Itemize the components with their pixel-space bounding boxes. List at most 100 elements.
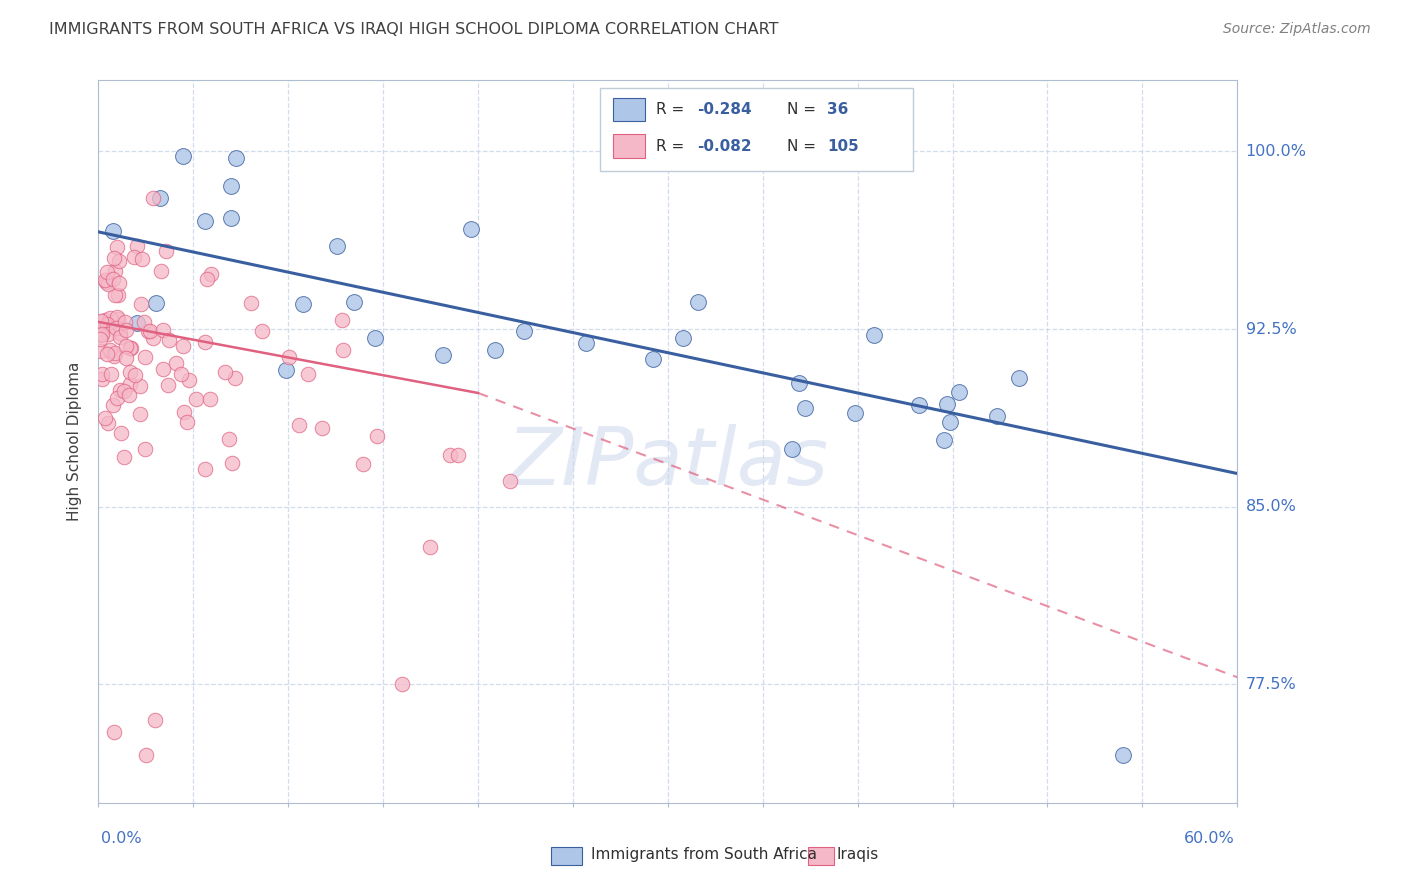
Text: Immigrants from South Africa: Immigrants from South Africa: [591, 847, 817, 862]
Y-axis label: High School Diploma: High School Diploma: [67, 362, 83, 521]
Text: 105: 105: [827, 138, 859, 153]
Point: [94, 273, 117, 287]
Point: [176, 415, 198, 429]
Point: [89, 327, 111, 342]
Point: [863, 328, 886, 343]
Point: [288, 417, 311, 432]
Point: [112, 384, 135, 399]
Point: [155, 244, 177, 259]
Point: [129, 379, 152, 393]
Point: [200, 268, 222, 282]
Point: [484, 343, 506, 357]
Point: [221, 456, 243, 470]
Point: [115, 351, 138, 365]
Point: [125, 239, 148, 253]
Point: [225, 151, 247, 165]
Text: 77.5%: 77.5%: [1246, 677, 1296, 692]
Point: [145, 296, 167, 310]
Point: [103, 724, 125, 739]
Point: [105, 391, 128, 405]
Point: [139, 324, 162, 338]
Point: [948, 384, 970, 399]
Point: [107, 276, 129, 290]
Point: [115, 339, 138, 353]
Point: [96, 265, 118, 279]
Point: [419, 540, 441, 554]
Bar: [613, 135, 645, 158]
Point: [793, 401, 815, 415]
Point: [110, 426, 132, 441]
Point: [311, 421, 333, 435]
Text: ZIPatlas: ZIPatlas: [506, 425, 830, 502]
Point: [152, 361, 174, 376]
Point: [101, 224, 124, 238]
Point: [90, 372, 112, 386]
Point: [935, 397, 957, 411]
Point: [108, 383, 131, 397]
Bar: [808, 847, 834, 865]
Point: [274, 362, 297, 376]
Bar: [613, 98, 645, 121]
Point: [145, 713, 167, 727]
Point: [96, 347, 118, 361]
Point: [118, 376, 141, 391]
Text: -0.082: -0.082: [697, 138, 752, 153]
Point: [1112, 748, 1135, 763]
Text: 60.0%: 60.0%: [1184, 830, 1234, 846]
Point: [142, 191, 165, 205]
Text: N =: N =: [787, 103, 821, 118]
Point: [240, 296, 263, 310]
Point: [172, 149, 194, 163]
Point: [157, 333, 180, 347]
Point: [250, 324, 273, 338]
Point: [218, 432, 240, 446]
Point: [844, 406, 866, 420]
Point: [142, 331, 165, 345]
Point: [100, 367, 122, 381]
Point: [152, 323, 174, 337]
Point: [97, 417, 120, 431]
Text: N =: N =: [787, 138, 821, 153]
Point: [671, 331, 693, 345]
Point: [643, 352, 665, 367]
Point: [110, 329, 132, 343]
Point: [224, 370, 246, 384]
Point: [198, 392, 221, 407]
Point: [90, 344, 112, 359]
Point: [688, 294, 710, 309]
Text: R =: R =: [657, 103, 689, 118]
Point: [107, 287, 129, 301]
Point: [110, 326, 132, 340]
Text: 100.0%: 100.0%: [1246, 144, 1306, 159]
Point: [114, 315, 136, 329]
Point: [115, 322, 138, 336]
Text: Source: ZipAtlas.com: Source: ZipAtlas.com: [1223, 22, 1371, 37]
Point: [98, 310, 121, 325]
Point: [498, 474, 520, 488]
Point: [787, 376, 810, 391]
Point: [103, 251, 125, 265]
Point: [184, 392, 207, 407]
Point: [575, 335, 598, 350]
Point: [104, 320, 127, 334]
Point: [214, 365, 236, 379]
Text: 0.0%: 0.0%: [101, 830, 142, 846]
Text: 85.0%: 85.0%: [1246, 500, 1296, 514]
Point: [352, 457, 374, 471]
Point: [107, 311, 129, 326]
Point: [1008, 370, 1031, 384]
Point: [129, 297, 152, 311]
Point: [326, 239, 349, 253]
Text: -0.284: -0.284: [697, 103, 752, 118]
Point: [460, 222, 482, 236]
Point: [129, 407, 152, 421]
Point: [221, 179, 243, 194]
Point: [136, 324, 159, 338]
Bar: [599, 87, 912, 170]
Point: [134, 315, 156, 329]
Point: [94, 275, 117, 289]
Point: [986, 409, 1008, 423]
Point: [364, 331, 387, 345]
Point: [120, 342, 142, 356]
Point: [101, 398, 124, 412]
